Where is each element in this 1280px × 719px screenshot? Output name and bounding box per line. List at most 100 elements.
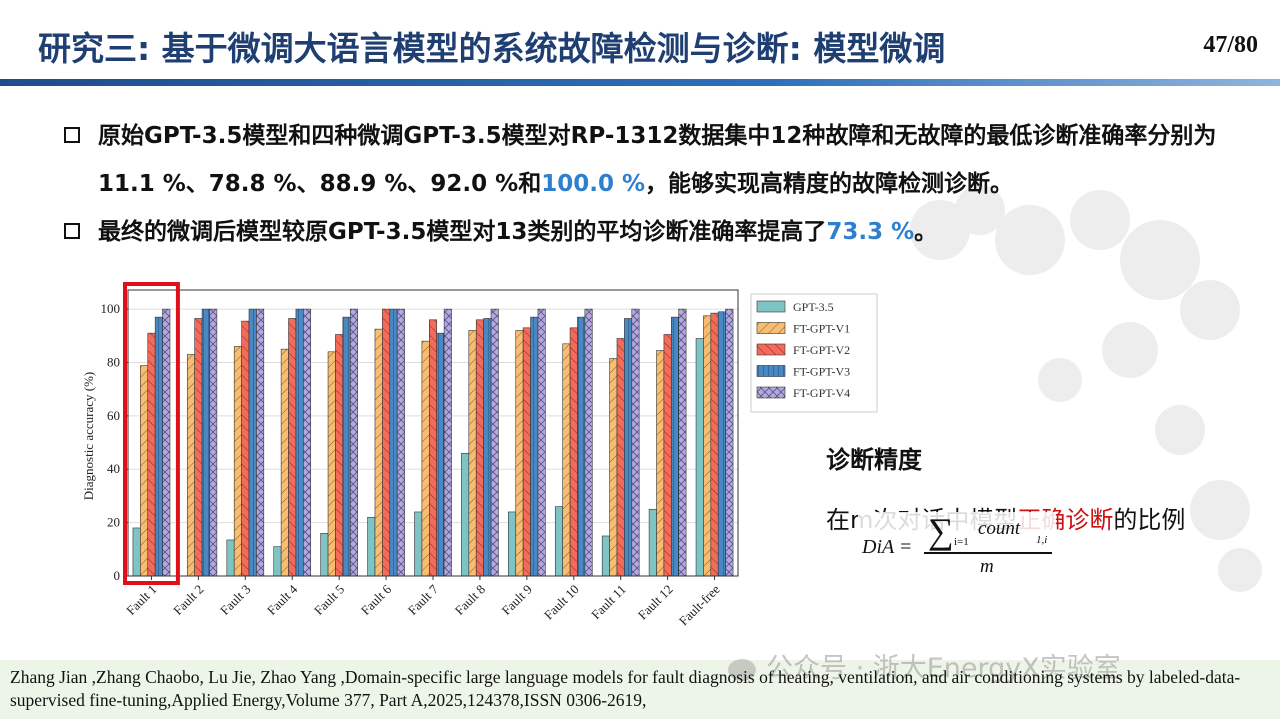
bar-ft-gpt-v3: [248, 308, 257, 577]
bar-gpt-3-5: [601, 535, 610, 577]
x-tick-label: Fault 4: [264, 581, 301, 618]
x-tick-label: Fault 10: [541, 582, 582, 623]
x-tick-label: Fault 9: [499, 582, 535, 618]
bar-gpt-3-5: [414, 511, 423, 577]
bullet-text: 原始GPT-3.5模型和四种微调GPT-3.5模型对RP-1312数据集中12种…: [98, 112, 1267, 208]
bar-gpt-3-5: [320, 532, 329, 577]
bullet-item: 原始GPT-3.5模型和四种微调GPT-3.5模型对RP-1312数据集中12种…: [62, 112, 1267, 208]
bar-ft-gpt-v4: [631, 308, 640, 577]
bar-ft-gpt-v2: [522, 327, 531, 577]
bullet-list: 原始GPT-3.5模型和四种微调GPT-3.5模型对RP-1312数据集中12种…: [62, 112, 1267, 256]
bar-ft-gpt-v1: [233, 346, 242, 577]
bar-gpt-3-5: [461, 452, 470, 577]
bar-ft-gpt-v1: [468, 330, 477, 577]
bar-ft-gpt-v1: [703, 315, 712, 577]
watermark-text: 公众号 · 浙大EnergyX实验室: [766, 653, 1121, 684]
bar-ft-gpt-v1: [656, 350, 665, 577]
legend-swatch: [756, 386, 786, 399]
bar-ft-gpt-v4: [256, 308, 265, 577]
bar-ft-gpt-v3: [389, 308, 398, 577]
bar-ft-gpt-v2: [663, 334, 672, 577]
watermark: 公众号 · 浙大EnergyX实验室: [728, 646, 1121, 685]
bar-ft-gpt-v2: [382, 308, 391, 577]
bullet-item: 最终的微调后模型较原GPT-3.5模型对13类别的平均诊断准确率提高了73.3 …: [62, 208, 1267, 256]
bullet-text-pre: 原始GPT-3.5模型和四种微调GPT-3.5模型对RP-1312数据集中12种…: [98, 123, 1217, 197]
bar-ft-gpt-v3: [295, 308, 304, 577]
bar-ft-gpt-v4: [537, 308, 546, 577]
bar-gpt-3-5: [226, 539, 235, 577]
bar-ft-gpt-v1: [140, 365, 149, 577]
bar-ft-gpt-v1: [515, 330, 524, 577]
bullet-text-post: 。: [914, 219, 938, 245]
y-tick-label: 60: [107, 408, 120, 423]
x-tick-label: Fault 5: [311, 582, 347, 618]
legend-swatch: [756, 300, 786, 313]
header-rule: [0, 79, 1280, 86]
y-tick-label: 40: [107, 461, 120, 476]
y-tick-label: 20: [107, 515, 120, 530]
bar-ft-gpt-v4: [349, 308, 358, 577]
bar-ft-gpt-v1: [374, 328, 383, 577]
y-tick-label: 0: [114, 568, 121, 583]
annotation-desc-post: 的比例: [1113, 506, 1186, 534]
bullet-highlight: 73.3 %: [826, 219, 915, 245]
annotation-title: 诊断精度: [826, 446, 922, 474]
bar-ft-gpt-v2: [335, 334, 344, 577]
background-map: [910, 185, 1262, 592]
annotation-block: 诊断精度 在m次对话中模型正确诊断的比例: [826, 440, 1266, 534]
bar-ft-gpt-v2: [710, 312, 719, 577]
bar-ft-gpt-v3: [436, 332, 445, 577]
bar-ft-gpt-v3: [717, 311, 726, 577]
legend-swatch: [756, 343, 786, 356]
y-tick-label: 100: [101, 301, 121, 316]
citation-band: [0, 660, 1280, 719]
bar-gpt-3-5: [367, 516, 376, 577]
bar-gpt-3-5: [648, 508, 657, 577]
bar-ft-gpt-v4: [725, 308, 734, 577]
bar-ft-gpt-v3: [201, 308, 210, 577]
formula-lhs: DiA =: [862, 536, 913, 558]
bullet-highlight: 100.0 %: [541, 171, 646, 197]
legend-label: FT-GPT-V1: [793, 322, 850, 336]
bar-gpt-3-5: [132, 527, 141, 577]
bar-ft-gpt-v3: [154, 316, 163, 577]
x-tick-label: Fault 11: [588, 582, 629, 623]
x-tick-label: Fault 6: [358, 581, 395, 618]
y-axis-label: Diagnostic accuracy (%): [81, 372, 96, 501]
x-tick-label: Fault 12: [635, 582, 676, 623]
bar-ft-gpt-v2: [288, 318, 297, 577]
formula-sum-icon: ∑: [928, 511, 954, 551]
formula-numerator: count: [978, 518, 1021, 539]
bar-ft-gpt-v4: [584, 308, 593, 577]
x-tick-label: Fault-free: [676, 581, 723, 628]
page-number: 47/80: [1203, 32, 1258, 58]
bar-ft-gpt-v2: [241, 320, 250, 577]
legend-label: FT-GPT-V2: [793, 343, 850, 357]
wechat-icon: [728, 658, 756, 681]
bar-ft-gpt-v2: [194, 318, 203, 577]
x-tick-label: Fault 7: [405, 581, 442, 618]
formula-numerator-sub: 1,i: [1036, 534, 1048, 546]
accuracy-bar-chart: 0 20 40 60 80 100 Fault 1 Fault 2 Fault 3 Fault 4…: [81, 282, 878, 628]
legend-swatch: [756, 322, 786, 334]
bar-ft-gpt-v2: [147, 332, 156, 577]
formula-denominator: m: [980, 556, 994, 577]
bar-ft-gpt-v3: [671, 316, 680, 577]
accuracy-chart: 0 20 40 60 80 100 Fault 1 Fault 2 Fault 3 Fault 4…: [73, 276, 888, 640]
bar-gpt-3-5: [695, 338, 704, 577]
checkbox-square-icon: [64, 223, 80, 239]
bar-ft-gpt-v1: [280, 348, 289, 577]
bar-gpt-3-5: [273, 546, 282, 577]
bar-ft-gpt-v4: [396, 308, 405, 577]
y-tick-label: 80: [107, 354, 120, 369]
bar-ft-gpt-v4: [303, 308, 312, 577]
x-tick-label: Fault 3: [217, 582, 253, 618]
bar-gpt-3-5: [508, 511, 517, 577]
bar-ft-gpt-v1: [327, 351, 336, 577]
formula-fraction-bar: [924, 552, 1052, 554]
bar-ft-gpt-v4: [209, 308, 218, 577]
bar-ft-gpt-v4: [162, 308, 171, 577]
legend-label: FT-GPT-V4: [793, 386, 850, 400]
bar-ft-gpt-v3: [624, 318, 633, 577]
bar-ft-gpt-v4: [443, 308, 452, 577]
